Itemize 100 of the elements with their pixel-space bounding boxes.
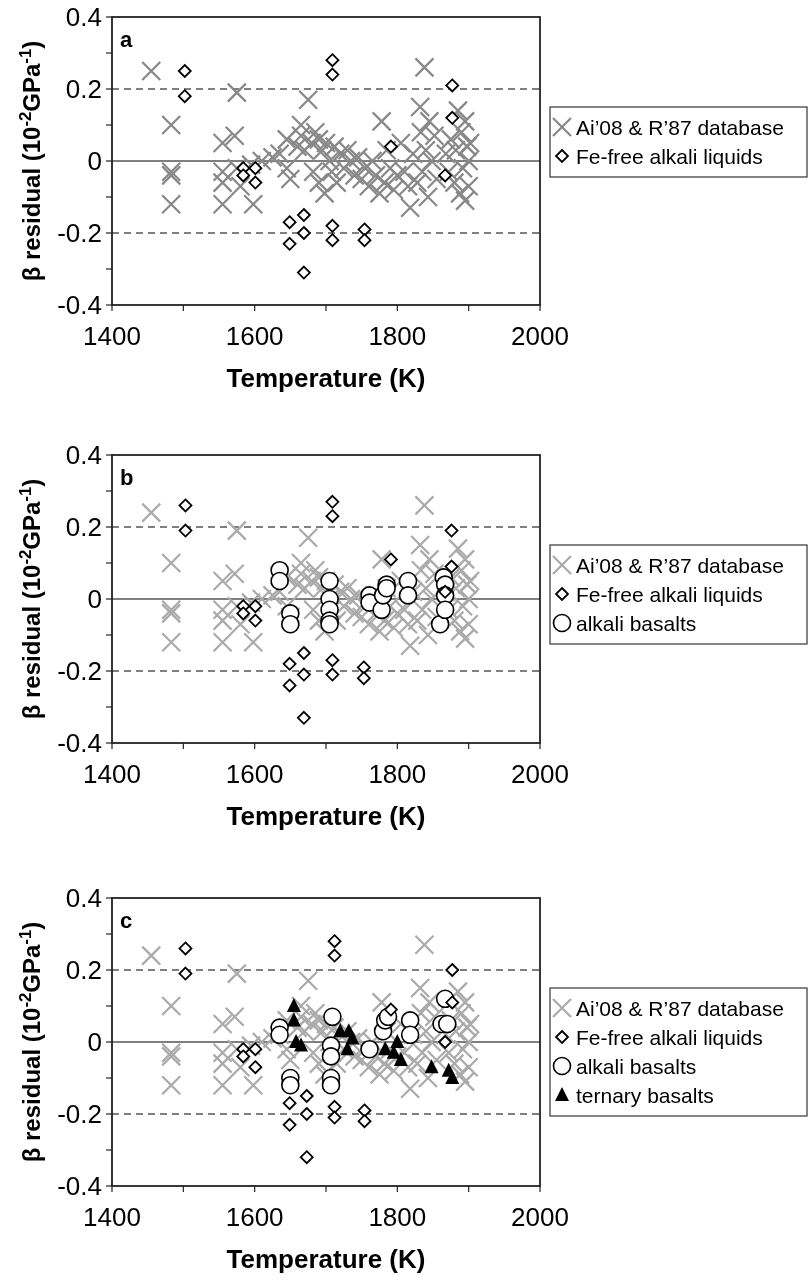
point (325, 653, 340, 668)
point (296, 208, 311, 222)
point (321, 1075, 341, 1095)
y-tick-label: 0 (87, 584, 102, 614)
point (299, 1089, 314, 1103)
point (398, 586, 418, 605)
x-tick-label: 2000 (511, 321, 569, 351)
x-tick-label: 1800 (368, 321, 427, 351)
point (356, 671, 371, 686)
y-tick-label: -0.4 (57, 290, 102, 320)
y-tick-label: 0.2 (65, 955, 102, 985)
point (325, 494, 340, 509)
point (400, 1025, 420, 1045)
x-axis-title: Temperature (K) (226, 1244, 426, 1274)
point (296, 710, 311, 725)
point (384, 552, 398, 567)
point (286, 1012, 301, 1027)
y-tick-label: 0.4 (65, 2, 102, 32)
y-tick-label: 0 (87, 1027, 102, 1057)
x-axis-title: Temperature (K) (226, 363, 426, 393)
point (424, 1059, 439, 1074)
point (325, 509, 340, 524)
point (281, 614, 300, 634)
point (282, 678, 297, 693)
point (282, 236, 297, 251)
point (360, 1039, 379, 1059)
point (323, 1007, 342, 1027)
x-tick-label: 1800 (368, 759, 427, 789)
y-tick-label: 0.4 (65, 883, 102, 913)
point (444, 559, 459, 574)
point (320, 571, 339, 591)
point (438, 168, 453, 183)
point (248, 1042, 263, 1057)
point (299, 1150, 314, 1165)
point (321, 1047, 341, 1066)
point (437, 1014, 457, 1034)
point (325, 218, 340, 233)
point (430, 614, 450, 634)
point (445, 1070, 460, 1084)
point (248, 613, 263, 628)
point (248, 599, 263, 614)
y-tick-label: 0.4 (65, 440, 102, 470)
point (325, 53, 340, 68)
point (178, 966, 193, 981)
point (356, 660, 371, 675)
x-tick-label: 1800 (368, 1202, 427, 1232)
point (270, 571, 289, 591)
point (177, 89, 192, 104)
point (296, 265, 311, 280)
point (248, 175, 263, 190)
point (282, 1117, 297, 1132)
point (236, 1049, 251, 1064)
text: c (120, 908, 133, 933)
point (296, 646, 311, 660)
x-tick-label: 1400 (83, 321, 141, 351)
legend-label: Fe-free alkali liquids (576, 1026, 763, 1049)
x-tick-label: 1400 (83, 759, 141, 789)
point (435, 600, 455, 620)
point (178, 523, 193, 538)
point (286, 998, 301, 1012)
point (325, 67, 340, 82)
x-tick-label: 1600 (225, 759, 284, 789)
y-tick-label: -0.2 (57, 218, 102, 248)
point (320, 614, 339, 634)
point (445, 110, 460, 125)
y-tick-label: 0 (87, 146, 102, 176)
y-tick-label: -0.2 (57, 1099, 102, 1129)
point (327, 1099, 342, 1114)
y-tick-label: -0.2 (57, 656, 102, 686)
y-tick-label: 0.2 (65, 512, 102, 542)
point (296, 667, 311, 682)
point (178, 498, 193, 513)
point (325, 233, 340, 248)
legend-label: alkali basalts (576, 1055, 697, 1078)
legend-label: ternary basalts (576, 1084, 714, 1107)
point (327, 1110, 342, 1125)
point (325, 667, 340, 682)
x-tick-label: 1400 (83, 1202, 141, 1232)
point (299, 1107, 314, 1121)
point (282, 215, 297, 230)
point (248, 161, 263, 176)
x-tick-label: 1600 (225, 321, 284, 351)
x-tick-label: 1600 (225, 1202, 284, 1232)
point (393, 1052, 408, 1066)
point (357, 1103, 372, 1118)
point (282, 656, 297, 671)
x-tick-label: 2000 (511, 1202, 569, 1232)
y-tick-label: 0.2 (65, 74, 102, 104)
point (178, 941, 193, 956)
point (340, 1041, 355, 1056)
point (327, 948, 342, 963)
point (177, 64, 192, 78)
point (384, 139, 398, 154)
y-tick-label: -0.4 (57, 1171, 102, 1201)
x-tick-label: 2000 (511, 759, 569, 789)
text: b (120, 465, 134, 490)
point (236, 606, 251, 621)
point (390, 1034, 405, 1048)
point (445, 963, 460, 977)
legend-label: Ai’08 & R’87 database (576, 997, 784, 1020)
